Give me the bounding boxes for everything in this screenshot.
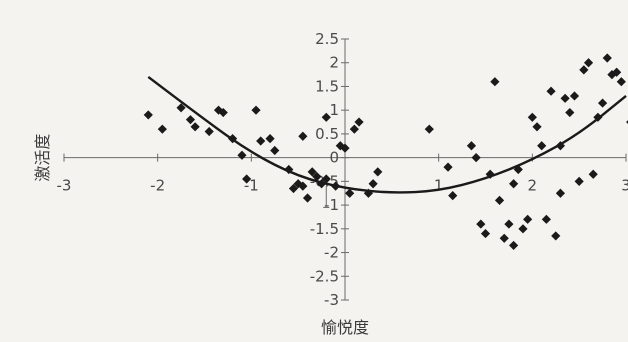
data-point <box>242 174 252 184</box>
data-point <box>593 112 603 122</box>
x-tick-label: 2 <box>528 177 538 195</box>
data-point <box>579 65 589 75</box>
data-point <box>298 181 308 191</box>
data-point <box>176 103 186 113</box>
data-point <box>546 86 556 96</box>
x-tick-label: 3 <box>621 177 628 195</box>
data-point <box>331 181 341 191</box>
data-point <box>368 179 378 189</box>
data-point <box>485 169 495 179</box>
y-tick-label: -2 <box>324 244 339 262</box>
data-point <box>471 153 481 163</box>
data-point <box>265 134 275 144</box>
data-point <box>354 117 364 127</box>
trend-curve <box>147 76 627 194</box>
x-tick-label: 1 <box>434 177 444 195</box>
data-point <box>256 136 266 146</box>
data-point <box>602 53 612 63</box>
y-tick-label: -2.5 <box>310 267 339 285</box>
data-point <box>555 141 566 151</box>
y-tick-label: -3 <box>324 291 339 309</box>
data-point <box>218 107 228 118</box>
data-point <box>373 167 383 177</box>
data-point <box>537 141 547 151</box>
data-point <box>424 124 434 134</box>
data-point <box>541 214 551 224</box>
data-point <box>143 110 153 120</box>
data-point <box>288 183 299 194</box>
data-point <box>583 58 594 68</box>
data-point <box>157 124 167 134</box>
y-tick-label: -1 <box>324 196 339 214</box>
data-point <box>518 224 528 234</box>
data-point <box>555 188 566 198</box>
data-point <box>532 122 542 132</box>
y-axis-title: 激活度 <box>33 134 52 182</box>
data-point <box>565 107 575 118</box>
data-point <box>569 91 580 101</box>
data-point <box>293 179 303 189</box>
x-axis-title: 愉悦度 <box>321 318 369 337</box>
data-point <box>509 179 519 189</box>
data-point <box>490 77 500 87</box>
data-point <box>185 115 196 125</box>
data-point <box>466 141 477 151</box>
data-point <box>443 162 453 172</box>
data-point <box>616 77 626 87</box>
data-point <box>363 188 374 198</box>
data-point <box>494 195 505 205</box>
data-point <box>190 122 200 132</box>
data-point <box>504 219 514 229</box>
data-point <box>307 167 317 177</box>
y-tick-label: 2.5 <box>315 30 339 48</box>
y-tick-label: 1 <box>329 101 339 119</box>
y-tick-label: 0.5 <box>315 125 339 143</box>
x-tick-label: -3 <box>57 177 72 195</box>
data-point <box>228 134 238 144</box>
data-point <box>270 145 280 156</box>
data-point <box>574 176 584 186</box>
data-point <box>448 191 458 201</box>
data-point <box>551 231 561 241</box>
data-point <box>312 172 322 182</box>
data-point <box>345 188 355 198</box>
y-tick-label: -1.5 <box>310 220 339 238</box>
data-point <box>612 67 622 77</box>
data-point <box>251 105 261 115</box>
data-point <box>284 164 294 175</box>
data-point <box>340 143 350 153</box>
data-point <box>349 124 359 134</box>
y-tick-label: 0 <box>329 149 339 167</box>
data-point <box>597 98 608 108</box>
data-point <box>204 126 214 137</box>
data-point <box>321 174 331 184</box>
y-tick-label: 1.5 <box>315 77 339 95</box>
data-point <box>527 112 537 122</box>
data-point <box>476 219 486 229</box>
data-point <box>298 131 308 141</box>
data-point <box>499 233 509 243</box>
data-point <box>560 93 570 103</box>
data-point <box>513 164 523 175</box>
y-tick-label: 2 <box>329 54 339 72</box>
data-point <box>523 214 533 224</box>
data-point <box>302 193 313 203</box>
data-point <box>237 150 247 160</box>
x-tick-label: -2 <box>150 177 165 195</box>
data-point <box>509 240 519 251</box>
data-point <box>480 228 491 239</box>
data-point <box>588 169 598 179</box>
data-point <box>316 179 327 189</box>
data-point <box>321 112 331 122</box>
